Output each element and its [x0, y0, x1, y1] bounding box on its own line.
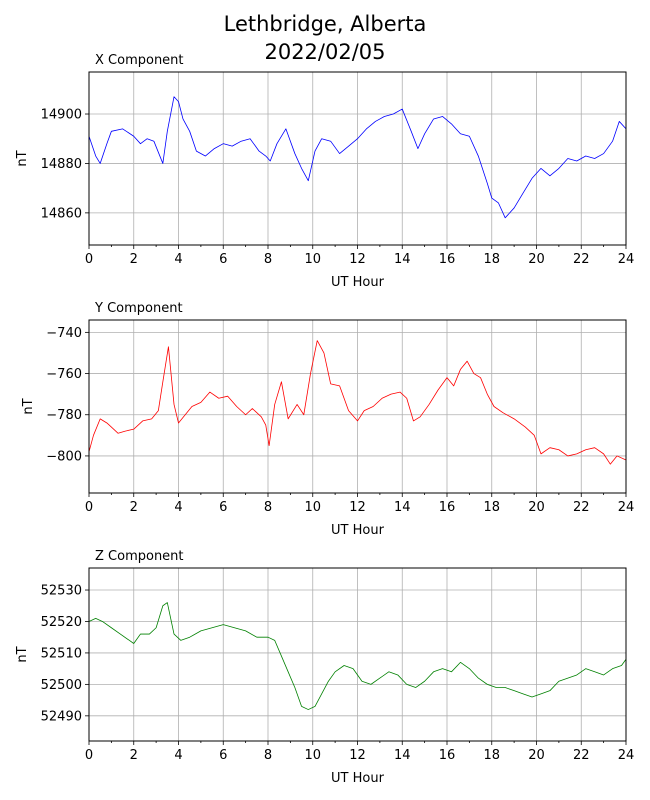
y-component-x-tick-label: 18 — [483, 500, 500, 515]
y-component-x-tick-label: 12 — [349, 500, 366, 515]
x-component-x-tick-label: 14 — [394, 252, 411, 267]
x-component-x-tick-label: 18 — [483, 252, 500, 267]
z-component-series-line — [88, 602, 627, 710]
y-component-x-tick-label: 8 — [264, 500, 272, 515]
x-component-x-tick-label: 24 — [618, 252, 635, 267]
z-component-x-tick-label: 14 — [394, 748, 411, 763]
z-component-xlabel: UT Hour — [331, 771, 385, 786]
x-component-x-tick-label: 6 — [219, 252, 227, 267]
z-component-x-tick-label: 4 — [174, 748, 182, 763]
z-component-y-tick-label: 52520 — [41, 615, 82, 630]
y-component-x-tick-label: 22 — [573, 500, 590, 515]
y-component-x-tick-label: 0 — [85, 500, 93, 515]
x-component-series-line — [88, 96, 627, 219]
x-component-xlabel: UT Hour — [331, 275, 385, 290]
z-component-y-tick-label: 52510 — [41, 646, 82, 661]
x-component-y-tick-label: 14860 — [41, 206, 82, 221]
x-component-ylabel: nT — [15, 150, 30, 166]
z-component-x-tick-label: 16 — [439, 748, 456, 763]
x-component-x-tick-label: 16 — [439, 252, 456, 267]
y-component-x-tick-label: 10 — [304, 500, 321, 515]
y-component-y-tick-label: −760 — [46, 367, 82, 382]
x-component-x-tick-label: 10 — [304, 252, 321, 267]
z-component-x-tick-label: 18 — [483, 748, 500, 763]
x-component-x-tick-label: 2 — [130, 252, 138, 267]
y-component-xlabel: UT Hour — [331, 523, 385, 538]
y-component-y-tick-label: −800 — [46, 449, 82, 464]
z-component-x-tick-label: 10 — [304, 748, 321, 763]
z-component-x-tick-label: 24 — [618, 748, 635, 763]
z-component-title: Z Component — [95, 549, 184, 564]
z-component-x-tick-label: 22 — [573, 748, 590, 763]
z-component-x-tick-label: 6 — [219, 748, 227, 763]
x-component-y-tick-label: 14900 — [41, 108, 82, 123]
x-component-x-tick-label: 4 — [174, 252, 182, 267]
x-component-title: X Component — [95, 53, 184, 68]
figure-title-line-2: 2022/02/05 — [264, 40, 386, 64]
z-component-x-tick-label: 0 — [85, 748, 93, 763]
z-component-y-tick-label: 52500 — [41, 678, 82, 693]
y-component-x-tick-label: 14 — [394, 500, 411, 515]
x-component-x-tick-label: 0 — [85, 252, 93, 267]
x-component-x-tick-label: 22 — [573, 252, 590, 267]
y-component-x-tick-label: 4 — [174, 500, 182, 515]
y-component-y-tick-label: −780 — [46, 408, 82, 423]
z-component-x-tick-label: 12 — [349, 748, 366, 763]
y-component-x-tick-label: 16 — [439, 500, 456, 515]
z-component-y-tick-label: 52530 — [41, 584, 82, 599]
z-component-ylabel: nT — [15, 646, 30, 662]
x-component-x-tick-label: 12 — [349, 252, 366, 267]
y-component-ylabel: nT — [21, 398, 36, 414]
y-component-x-tick-label: 2 — [130, 500, 138, 515]
z-component-panel: 0 2 4 6 8 10 12 14 16 18 20 22 245249052500525105252… — [15, 549, 634, 786]
z-component-x-tick-label: 2 — [130, 748, 138, 763]
y-component-title: Y Component — [94, 301, 183, 316]
z-component-x-tick-label: 8 — [264, 748, 272, 763]
figure-title-line-1: Lethbridge, Alberta — [223, 12, 427, 36]
y-component-series-line — [88, 340, 627, 465]
x-component-x-tick-label: 20 — [528, 252, 545, 267]
y-component-x-tick-label: 20 — [528, 500, 545, 515]
x-component-y-tick-label: 14880 — [41, 157, 82, 172]
x-component-x-tick-label: 8 — [264, 252, 272, 267]
y-component-x-tick-label: 24 — [618, 500, 635, 515]
z-component-x-tick-label: 20 — [528, 748, 545, 763]
y-component-y-tick-label: −740 — [46, 326, 82, 341]
z-component-y-tick-label: 52490 — [41, 709, 82, 724]
y-component-x-tick-label: 6 — [219, 500, 227, 515]
